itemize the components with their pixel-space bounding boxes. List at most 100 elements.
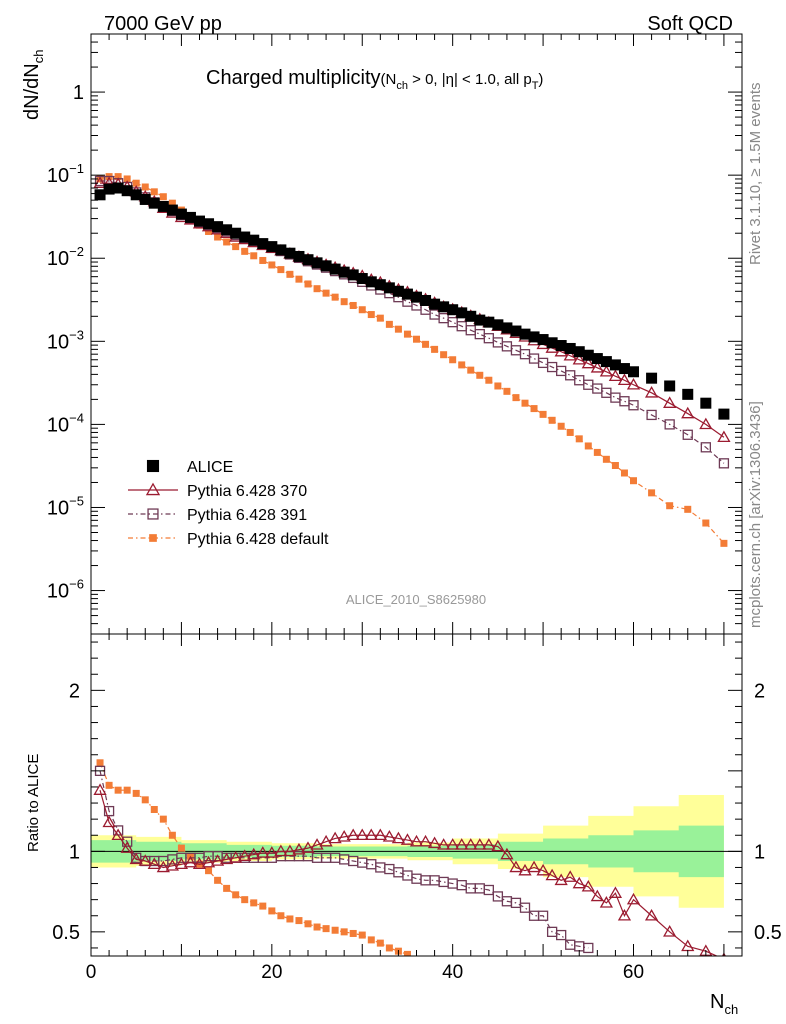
main-point-pdef — [114, 173, 122, 181]
main-point-p391 — [610, 392, 621, 403]
main-point-pdef — [494, 382, 502, 390]
ratio-point-p370 — [608, 886, 623, 898]
ratio-point-pdef — [340, 928, 348, 936]
ratio-frame — [90, 633, 743, 957]
ratio-point-p370 — [527, 860, 541, 873]
ratio-point-p370 — [256, 846, 270, 858]
main-point-pdef — [403, 330, 411, 338]
main-point-pdef — [250, 252, 258, 260]
mcplots-reference-label: mcplots.cern.ch [arXiv:1306.3436] — [747, 401, 764, 628]
main-point-pdef — [232, 243, 240, 251]
ratio-point-p370 — [482, 838, 496, 850]
ratio-point-p370 — [183, 855, 198, 868]
main-ylabel-sub: ch — [31, 50, 46, 64]
ratio-point-p370 — [455, 838, 469, 850]
ratio-point-p391 — [483, 884, 494, 896]
main-point-alice — [166, 204, 178, 216]
ratio-point-p370 — [210, 854, 225, 866]
main-point-pdef — [593, 448, 601, 456]
ratio-point-pdef — [259, 902, 267, 910]
main-y-tick-label: 10−2 — [47, 244, 84, 270]
ratio-point-p370 — [247, 847, 261, 860]
ratio-point-p370 — [536, 863, 550, 876]
main-y-tick-label: 10−4 — [47, 410, 84, 436]
ratio-point-pdef — [241, 896, 249, 904]
ratio-point-p370 — [192, 857, 207, 870]
ratio-point-p370 — [373, 828, 387, 841]
ratio-point-p370 — [446, 838, 460, 850]
main-point-alice — [257, 238, 269, 250]
ratio-point-p370 — [147, 857, 161, 870]
main-point-alice — [456, 307, 468, 319]
main-point-alice — [618, 363, 630, 375]
main-point-alice — [401, 288, 413, 300]
ratio-point-p370 — [319, 834, 333, 847]
main-y-tick-label: 10−3 — [47, 327, 84, 353]
ratio-point-p370 — [129, 852, 143, 865]
main-point-p391 — [700, 442, 711, 453]
ratio-point-p370 — [238, 849, 252, 861]
main-point-alice — [555, 340, 567, 352]
tick-exponent: −4 — [69, 410, 84, 425]
main-point-pdef — [241, 247, 249, 255]
main-point-alice — [94, 189, 106, 201]
ratio-point-p370 — [220, 852, 234, 865]
main-point-p391 — [528, 353, 540, 364]
main-point-alice — [157, 200, 169, 212]
main-point-pdef — [331, 293, 339, 301]
main-point-pdef — [349, 301, 357, 309]
main-point-p391 — [447, 317, 458, 328]
ratio-point-p370 — [545, 868, 559, 881]
main-point-alice — [194, 215, 205, 227]
ratio-ylabel: Ratio to ALICE — [25, 754, 42, 852]
main-point-alice — [266, 241, 278, 253]
main-point-pdef — [566, 428, 574, 436]
ratio-series-p370 — [93, 783, 726, 956]
ratio-point-pdef — [358, 931, 366, 939]
ratio-point-p391 — [583, 942, 594, 954]
main-y-tick-label: 10−6 — [47, 577, 84, 603]
ratio-point-pdef — [114, 786, 122, 794]
main-point-pdef — [648, 489, 656, 497]
main-title: Charged multiplicity(Nch > 0, |η| < 1.0,… — [206, 67, 543, 92]
ratio-point-p370 — [437, 838, 451, 850]
main-point-pdef — [449, 356, 457, 364]
legend-marker-p391 — [147, 508, 159, 520]
main-point-p391 — [619, 396, 630, 407]
main-point-p370 — [699, 417, 713, 430]
main-point-p370 — [617, 373, 632, 386]
ratio-point-p370 — [102, 815, 116, 828]
ratio-point-pdef — [177, 844, 185, 852]
main-point-p391 — [718, 458, 730, 469]
main-point-pdef — [150, 188, 158, 196]
ratio-point-p370 — [301, 841, 315, 853]
tick-exponent: −3 — [69, 327, 84, 342]
main-point-pdef — [295, 275, 303, 283]
main-point-pdef — [413, 335, 420, 343]
main-point-pdef — [620, 469, 628, 477]
main-point-alice — [365, 276, 377, 288]
ratio-point-pdef — [376, 939, 384, 947]
main-point-pdef — [611, 462, 619, 470]
main-point-p391 — [646, 409, 657, 421]
main-point-alice — [383, 282, 395, 294]
main-point-alice — [347, 269, 359, 281]
ratio-point-p370 — [427, 836, 442, 849]
ratio-point-p391 — [393, 867, 404, 878]
main-point-pdef — [168, 199, 176, 207]
main-point-p391 — [492, 337, 504, 348]
ratio-point-pdef — [105, 781, 113, 789]
main-point-pdef — [214, 233, 222, 241]
ratio-point-p370 — [626, 892, 641, 905]
legend-label-alice: ALICE — [187, 459, 233, 476]
main-point-alice — [230, 227, 242, 239]
main-point-alice — [501, 322, 513, 334]
main-point-pdef — [223, 238, 231, 246]
main-point-p370 — [681, 406, 695, 419]
ratio-point-p370 — [418, 834, 433, 847]
main-point-p370 — [626, 377, 641, 390]
ratio-point-p370 — [617, 908, 632, 921]
ratio-point-p370 — [138, 854, 152, 866]
main-point-p391 — [664, 419, 675, 430]
